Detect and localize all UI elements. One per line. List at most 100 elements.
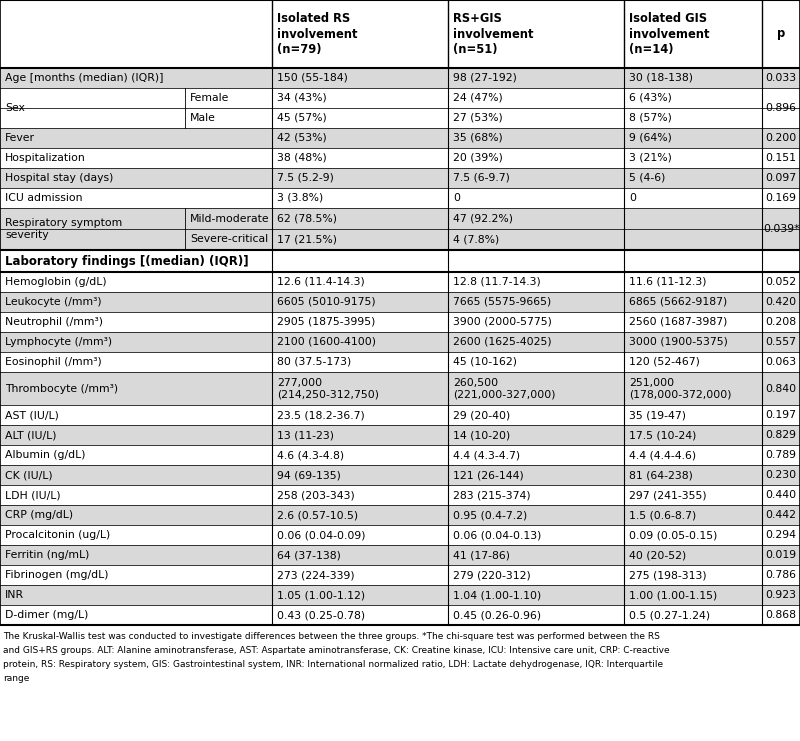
Text: 7665 (5575-9665): 7665 (5575-9665) <box>453 297 551 307</box>
Text: 3 (3.8%): 3 (3.8%) <box>277 193 323 203</box>
Text: 2.6 (0.57-10.5): 2.6 (0.57-10.5) <box>277 510 358 520</box>
Text: 0: 0 <box>453 193 460 203</box>
Text: 277,000
(214,250-312,750): 277,000 (214,250-312,750) <box>277 378 379 399</box>
Text: 0.442: 0.442 <box>766 510 797 520</box>
Text: 0.868: 0.868 <box>766 610 797 620</box>
Text: 0.45 (0.26-0.96): 0.45 (0.26-0.96) <box>453 610 541 620</box>
Text: 297 (241-355): 297 (241-355) <box>629 490 706 500</box>
Text: 251,000
(178,000-372,000): 251,000 (178,000-372,000) <box>629 378 731 399</box>
Text: CK (IU/L): CK (IU/L) <box>5 470 53 480</box>
Text: 0.923: 0.923 <box>766 590 797 600</box>
Text: The Kruskal-Wallis test was conducted to investigate differences between the thr: The Kruskal-Wallis test was conducted to… <box>3 632 660 641</box>
Text: 0.097: 0.097 <box>766 173 797 183</box>
Text: Laboratory findings [(median) (IQR)]: Laboratory findings [(median) (IQR)] <box>5 254 249 268</box>
Text: 2905 (1875-3995): 2905 (1875-3995) <box>277 317 375 327</box>
Text: 4.4 (4.3-4.7): 4.4 (4.3-4.7) <box>453 450 520 460</box>
Text: 0.43 (0.25-0.78): 0.43 (0.25-0.78) <box>277 610 365 620</box>
Text: 0.95 (0.4-7.2): 0.95 (0.4-7.2) <box>453 510 527 520</box>
Bar <box>0 545 800 565</box>
Text: Thrombocyte (/mm³): Thrombocyte (/mm³) <box>5 384 118 393</box>
Bar <box>0 585 800 605</box>
Text: 0.896: 0.896 <box>766 103 797 113</box>
Text: 0.420: 0.420 <box>766 297 797 307</box>
Text: 0.230: 0.230 <box>766 470 797 480</box>
Bar <box>0 465 800 485</box>
Text: 1.04 (1.00-1.10): 1.04 (1.00-1.10) <box>453 590 542 600</box>
Text: 0.208: 0.208 <box>766 317 797 327</box>
Text: 14 (10-20): 14 (10-20) <box>453 430 510 440</box>
Text: 0.294: 0.294 <box>766 530 797 540</box>
Text: 42 (53%): 42 (53%) <box>277 133 326 143</box>
Text: 29 (20-40): 29 (20-40) <box>453 410 510 420</box>
Text: Neutrophil (/mm³): Neutrophil (/mm³) <box>5 317 103 327</box>
Text: 6865 (5662-9187): 6865 (5662-9187) <box>629 297 727 307</box>
Text: 64 (37-138): 64 (37-138) <box>277 550 341 560</box>
Text: Male: Male <box>190 113 216 123</box>
Text: 1.5 (0.6-8.7): 1.5 (0.6-8.7) <box>629 510 696 520</box>
Bar <box>0 445 800 465</box>
Text: 275 (198-313): 275 (198-313) <box>629 570 706 580</box>
Text: 62 (78.5%): 62 (78.5%) <box>277 213 337 224</box>
Bar <box>0 88 800 108</box>
Text: 8 (57%): 8 (57%) <box>629 113 672 123</box>
Text: ICU admission: ICU admission <box>5 193 82 203</box>
Text: 94 (69-135): 94 (69-135) <box>277 470 341 480</box>
Bar <box>0 292 800 312</box>
Text: 2560 (1687-3987): 2560 (1687-3987) <box>629 317 727 327</box>
Text: 23.5 (18.2-36.7): 23.5 (18.2-36.7) <box>277 410 365 420</box>
Bar <box>0 605 800 625</box>
Text: 1.00 (1.00-1.15): 1.00 (1.00-1.15) <box>629 590 718 600</box>
Text: 12.6 (11.4-14.3): 12.6 (11.4-14.3) <box>277 277 365 287</box>
Text: 0.09 (0.05-0.15): 0.09 (0.05-0.15) <box>629 530 718 540</box>
Bar <box>0 188 800 208</box>
Text: Albumin (g/dL): Albumin (g/dL) <box>5 450 86 460</box>
Bar <box>0 108 800 128</box>
Text: protein, RS: Respiratory system, GIS: Gastrointestinal system, INR: Internationa: protein, RS: Respiratory system, GIS: Ga… <box>3 660 663 669</box>
Bar <box>0 229 800 250</box>
Text: 13 (11-23): 13 (11-23) <box>277 430 334 440</box>
Text: 35 (19-47): 35 (19-47) <box>629 410 686 420</box>
Text: Respiratory symptom
severity: Respiratory symptom severity <box>5 218 122 240</box>
Text: 98 (27-192): 98 (27-192) <box>453 73 517 83</box>
Text: 279 (220-312): 279 (220-312) <box>453 570 530 580</box>
Text: 0.019: 0.019 <box>766 550 797 560</box>
Text: 120 (52-467): 120 (52-467) <box>629 357 700 367</box>
Text: 1.05 (1.00-1.12): 1.05 (1.00-1.12) <box>277 590 365 600</box>
Text: 4.6 (4.3-4.8): 4.6 (4.3-4.8) <box>277 450 344 460</box>
Text: 0.197: 0.197 <box>766 410 797 420</box>
Text: 260,500
(221,000-327,000): 260,500 (221,000-327,000) <box>453 378 555 399</box>
Text: Isolated RS
involvement
(n=79): Isolated RS involvement (n=79) <box>277 13 358 56</box>
Text: 4.4 (4.4-4.6): 4.4 (4.4-4.6) <box>629 450 696 460</box>
Text: 0.063: 0.063 <box>766 357 797 367</box>
Text: Severe-critical: Severe-critical <box>190 234 268 245</box>
Text: Lymphocyte (/mm³): Lymphocyte (/mm³) <box>5 337 112 347</box>
Text: and GIS+RS groups. ALT: Alanine aminotransferase, AST: Aspartate aminotransferas: and GIS+RS groups. ALT: Alanine aminotra… <box>3 646 670 655</box>
Text: Procalcitonin (ug/L): Procalcitonin (ug/L) <box>5 530 110 540</box>
Text: 0.033: 0.033 <box>766 73 797 83</box>
Bar <box>0 485 800 505</box>
Text: 2600 (1625-4025): 2600 (1625-4025) <box>453 337 552 347</box>
Text: 0.039*: 0.039* <box>762 224 799 234</box>
Text: 27 (53%): 27 (53%) <box>453 113 502 123</box>
Bar <box>0 168 800 188</box>
Text: 0.557: 0.557 <box>766 337 797 347</box>
Text: 0.169: 0.169 <box>766 193 797 203</box>
Text: Age [months (median) (IQR)]: Age [months (median) (IQR)] <box>5 73 163 83</box>
Bar <box>0 148 800 168</box>
Text: 273 (224-339): 273 (224-339) <box>277 570 354 580</box>
Text: 7.5 (5.2-9): 7.5 (5.2-9) <box>277 173 334 183</box>
Text: Leukocyte (/mm³): Leukocyte (/mm³) <box>5 297 102 307</box>
Text: Hospitalization: Hospitalization <box>5 153 86 163</box>
Text: 12.8 (11.7-14.3): 12.8 (11.7-14.3) <box>453 277 541 287</box>
Text: 258 (203-343): 258 (203-343) <box>277 490 354 500</box>
Text: 4 (7.8%): 4 (7.8%) <box>453 234 499 245</box>
Text: 11.6 (11-12.3): 11.6 (11-12.3) <box>629 277 706 287</box>
Text: 9 (64%): 9 (64%) <box>629 133 672 143</box>
Text: 24 (47%): 24 (47%) <box>453 93 502 103</box>
Text: Female: Female <box>190 93 230 103</box>
Text: 17 (21.5%): 17 (21.5%) <box>277 234 337 245</box>
Bar <box>0 250 800 272</box>
Text: 81 (64-238): 81 (64-238) <box>629 470 693 480</box>
Bar <box>0 425 800 445</box>
Bar <box>0 128 800 148</box>
